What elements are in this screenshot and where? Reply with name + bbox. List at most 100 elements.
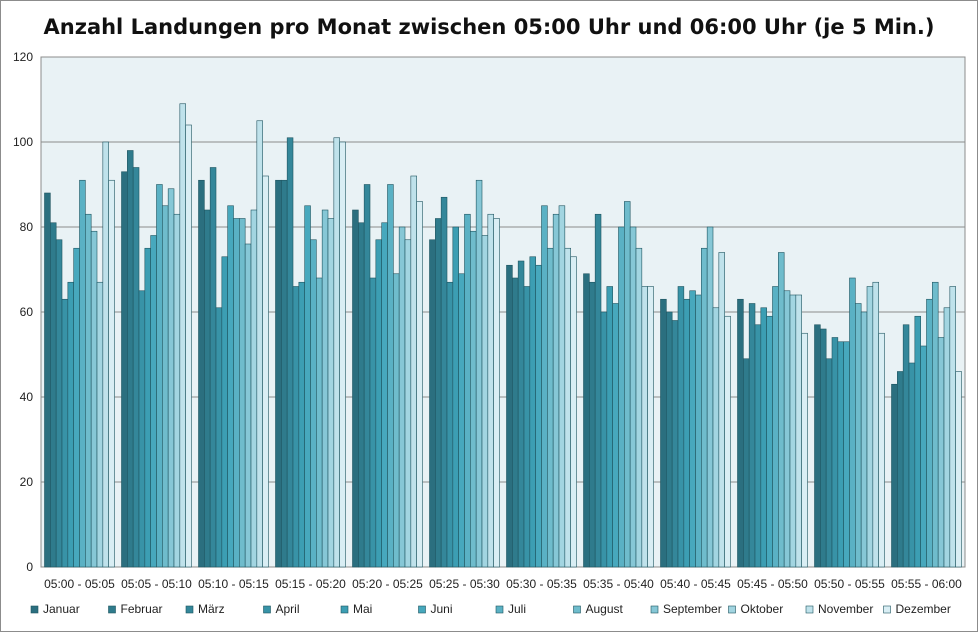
bar [404, 239, 412, 568]
bar [647, 286, 654, 568]
bar [594, 213, 602, 568]
bar [239, 218, 246, 568]
bar [127, 150, 134, 568]
bar [949, 286, 956, 568]
bar [121, 171, 128, 568]
bar [641, 286, 648, 568]
x-tick-label: 05:55 - 06:00 [891, 577, 962, 591]
bar [512, 277, 519, 568]
bar [902, 324, 910, 568]
bar [316, 277, 323, 568]
bar [618, 226, 625, 568]
bar [55, 239, 63, 568]
bar [712, 307, 720, 568]
bar [281, 179, 288, 568]
bar [44, 192, 51, 568]
bar [583, 273, 590, 568]
bar [506, 264, 513, 568]
bar [156, 184, 163, 568]
legend-label: Oktober [741, 602, 784, 616]
bar [304, 205, 311, 568]
bar [629, 226, 637, 568]
bar [517, 260, 525, 568]
bars-group [44, 103, 962, 568]
bar [932, 281, 939, 568]
bar [789, 294, 797, 568]
y-tick-label: 120 [13, 50, 33, 64]
y-axis: 0 20 40 60 80 100 120 [13, 50, 33, 574]
bar [458, 273, 465, 568]
gridlines [41, 141, 965, 483]
bar [677, 286, 685, 568]
bar [204, 209, 211, 568]
bar [624, 201, 631, 568]
bar [292, 286, 300, 568]
bar [760, 307, 767, 568]
y-tick-label: 60 [20, 305, 34, 319]
x-tick-label: 05:25 - 05:30 [429, 577, 500, 591]
bar [535, 264, 542, 568]
bar [795, 294, 802, 568]
bar [523, 286, 531, 568]
bar [363, 184, 371, 568]
bar [452, 226, 459, 568]
bar [85, 213, 92, 568]
bar [150, 235, 157, 568]
bar [310, 239, 317, 568]
bar [262, 175, 269, 568]
bar [897, 371, 904, 568]
bar [481, 235, 489, 568]
bar [689, 290, 696, 568]
bar [96, 281, 104, 568]
bar [547, 247, 554, 568]
y-tick-label: 80 [20, 220, 34, 234]
y-tick-label: 20 [20, 475, 34, 489]
bar [90, 230, 98, 568]
x-tick-label: 05:30 - 05:35 [506, 577, 577, 591]
bar [920, 345, 927, 568]
bar [660, 298, 667, 568]
x-tick-label: 05:50 - 05:55 [814, 577, 885, 591]
bar [837, 341, 844, 568]
bar [801, 332, 808, 568]
bar [393, 273, 400, 568]
legend-swatch [418, 605, 426, 614]
legend-swatch [728, 605, 736, 614]
bar [108, 179, 115, 568]
bar [831, 337, 839, 568]
bar [209, 167, 217, 568]
bar [79, 179, 86, 568]
x-tick-label: 05:35 - 05:40 [583, 577, 654, 591]
bar [701, 247, 708, 568]
bar [778, 252, 785, 568]
legend-label: August [586, 602, 624, 616]
legend-label: April [276, 602, 300, 616]
bar [558, 205, 566, 568]
bar [67, 281, 74, 568]
bar [369, 277, 377, 568]
bar [102, 141, 109, 568]
legend-label: Januar [43, 602, 80, 616]
bar [783, 290, 791, 568]
bar [61, 298, 69, 568]
bar [227, 205, 234, 568]
bar [671, 320, 679, 568]
bar [743, 358, 750, 568]
x-tick-label: 05:40 - 05:45 [660, 577, 731, 591]
bar [470, 230, 477, 568]
bar [167, 188, 175, 568]
legend-swatch [650, 605, 659, 614]
legend-label: Juli [508, 602, 526, 616]
y-tick-label: 100 [13, 135, 33, 149]
bar [429, 239, 436, 568]
bar [926, 298, 933, 568]
bar [250, 209, 258, 568]
legend-swatch [495, 605, 504, 614]
bar [132, 167, 140, 568]
bar [50, 222, 57, 568]
bar [612, 303, 619, 568]
bar [410, 175, 417, 568]
x-axis: 05:00 - 05:05 05:05 - 05:10 05:10 - 05:15 0… [44, 577, 962, 591]
bar [321, 209, 329, 568]
